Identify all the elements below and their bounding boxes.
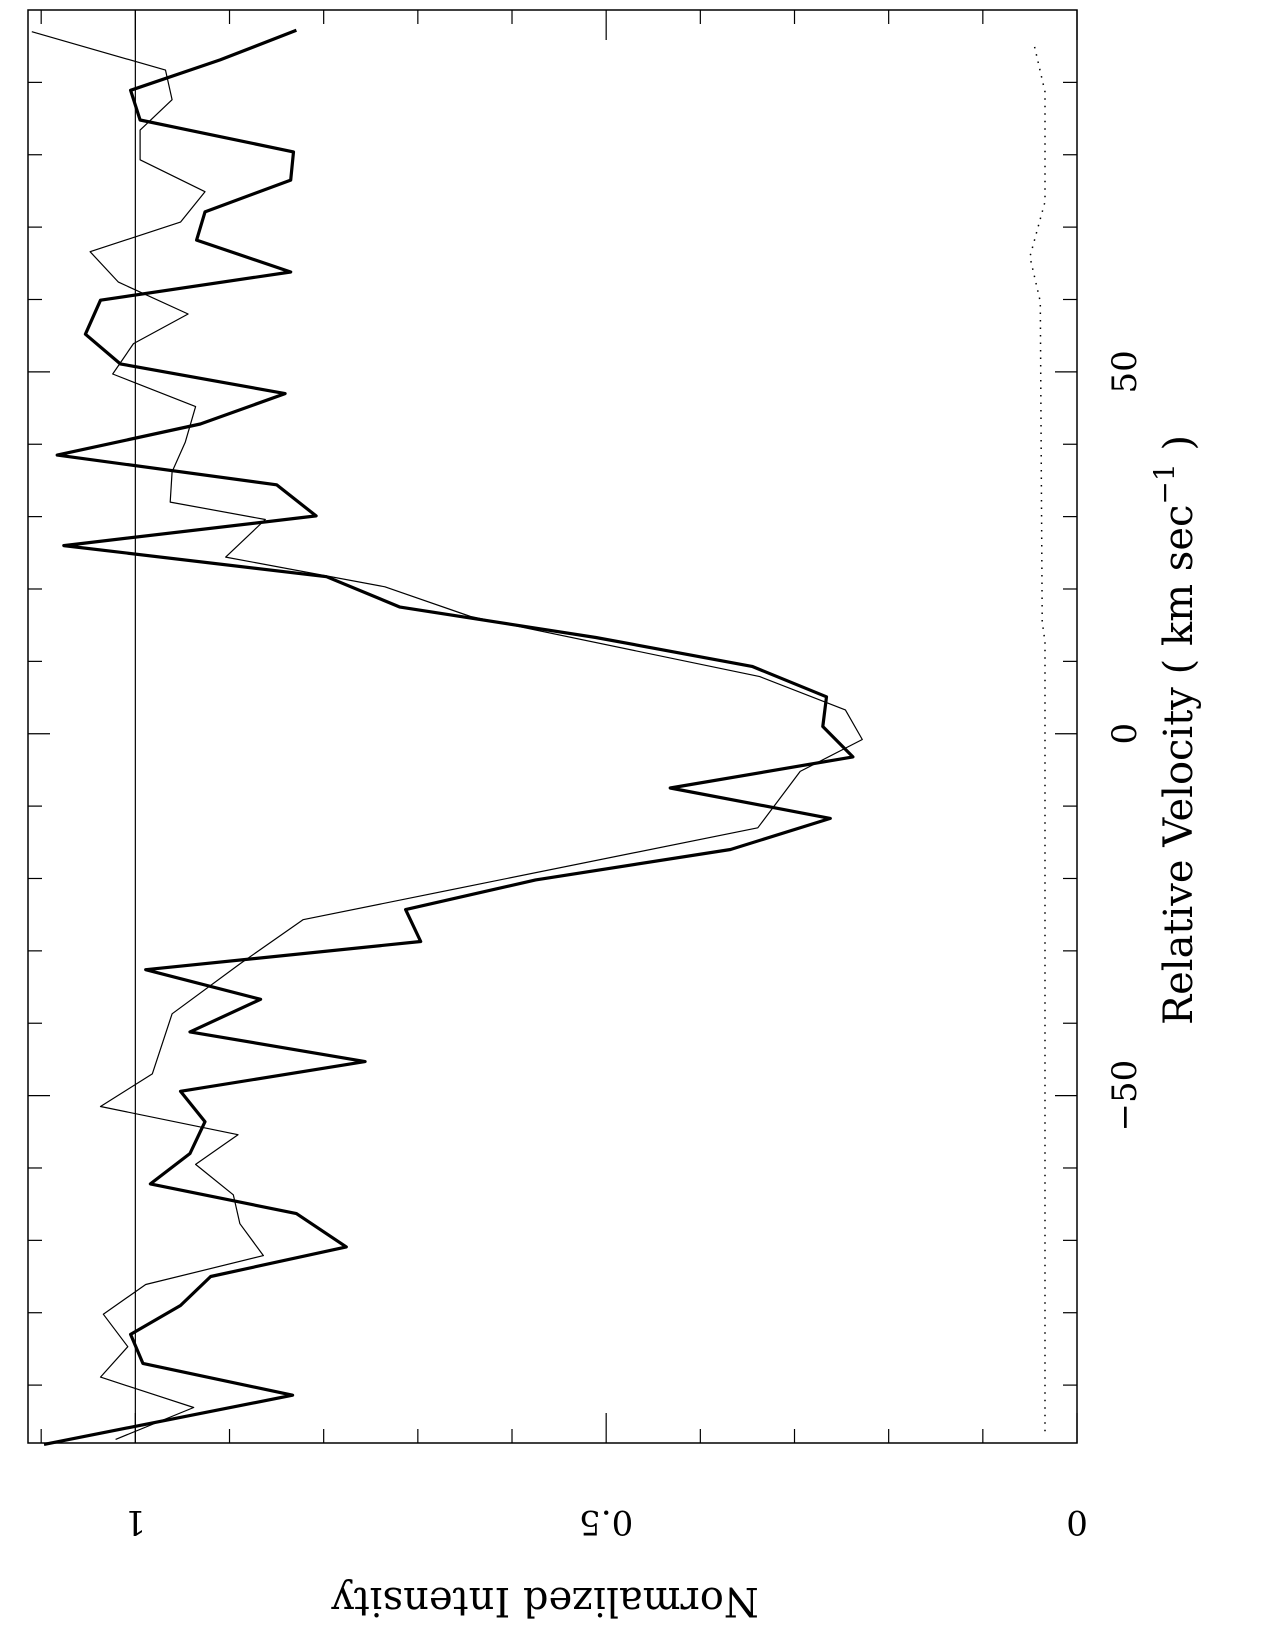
y-tick-label: 0 (1066, 1502, 1088, 1542)
x-tick-label: 0 (1105, 723, 1145, 745)
x-axis-label-sup: −1 (1148, 463, 1181, 504)
x-tick-label: 50 (1105, 350, 1145, 393)
y-tick-label: 0.5 (579, 1502, 633, 1542)
data-line (43, 28, 855, 1446)
x-axis-label-end: ) (1156, 435, 1202, 463)
y-axis-label: Normalized Intensity (331, 1578, 759, 1624)
data-line (1029, 46, 1046, 1432)
x-tick-label: −50 (1105, 1060, 1145, 1132)
x-axis-label-text: Relative Velocity ( km sec (1156, 505, 1202, 1025)
plot-frame (27, 9, 1078, 1444)
data-line (31, 31, 863, 1440)
y-tick-label: 1 (125, 1502, 147, 1542)
x-axis-label: Relative Velocity ( km sec−1 ) (1148, 435, 1203, 1025)
